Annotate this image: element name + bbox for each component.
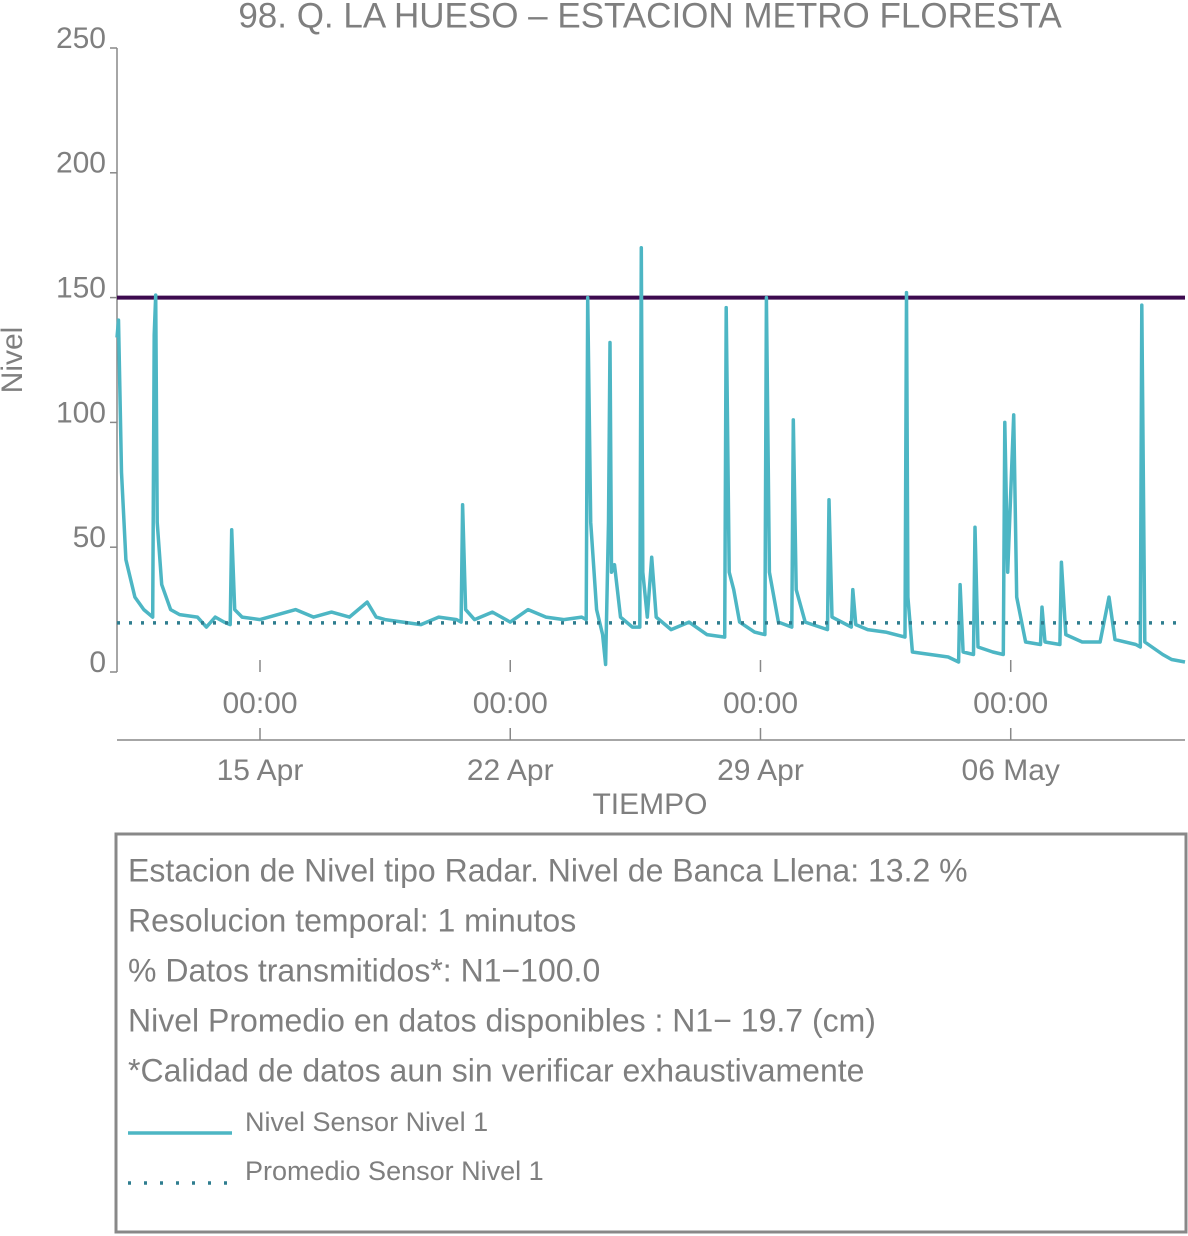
info-line: Estacion de Nivel tipo Radar. Nivel de B… — [128, 852, 968, 888]
info-line: % Datos transmitidos*: N1−100.0 — [128, 952, 600, 988]
x-tick-label: 15 Apr — [217, 754, 304, 787]
legend-label: Nivel Sensor Nivel 1 — [245, 1107, 488, 1137]
x-axis-label: TIEMPO — [592, 788, 707, 821]
data-line — [115, 245, 1186, 667]
y-tick-label: 0 — [89, 646, 106, 679]
y-tick-label: 150 — [56, 272, 106, 305]
x-tick-label: 00:00 — [222, 687, 297, 720]
x-tick-label: 29 Apr — [717, 754, 804, 787]
y-tick-label: 250 — [56, 22, 106, 55]
info-line: *Calidad de datos aun sin verificar exha… — [128, 1052, 864, 1088]
info-line: Nivel Promedio en datos disponibles : N1… — [128, 1002, 876, 1038]
y-tick-label: 100 — [56, 396, 106, 429]
x-tick-label: 00:00 — [723, 687, 798, 720]
chart-title: 98. Q. LA HUESO – ESTACION METRO FLOREST… — [238, 0, 1062, 35]
y-tick-label: 200 — [56, 147, 106, 180]
y-tick-label: 50 — [73, 521, 106, 554]
x-tick-label: 22 Apr — [467, 754, 554, 787]
x-tick-label: 00:00 — [473, 687, 548, 720]
legend-label: Promedio Sensor Nivel 1 — [245, 1156, 544, 1186]
x-tick-label: 00:00 — [973, 687, 1048, 720]
x-tick-label: 06 May — [962, 754, 1060, 787]
info-line: Resolucion temporal: 1 minutos — [128, 902, 576, 938]
y-axis-label: Nivel — [0, 327, 29, 394]
info-box — [114, 832, 1188, 1234]
